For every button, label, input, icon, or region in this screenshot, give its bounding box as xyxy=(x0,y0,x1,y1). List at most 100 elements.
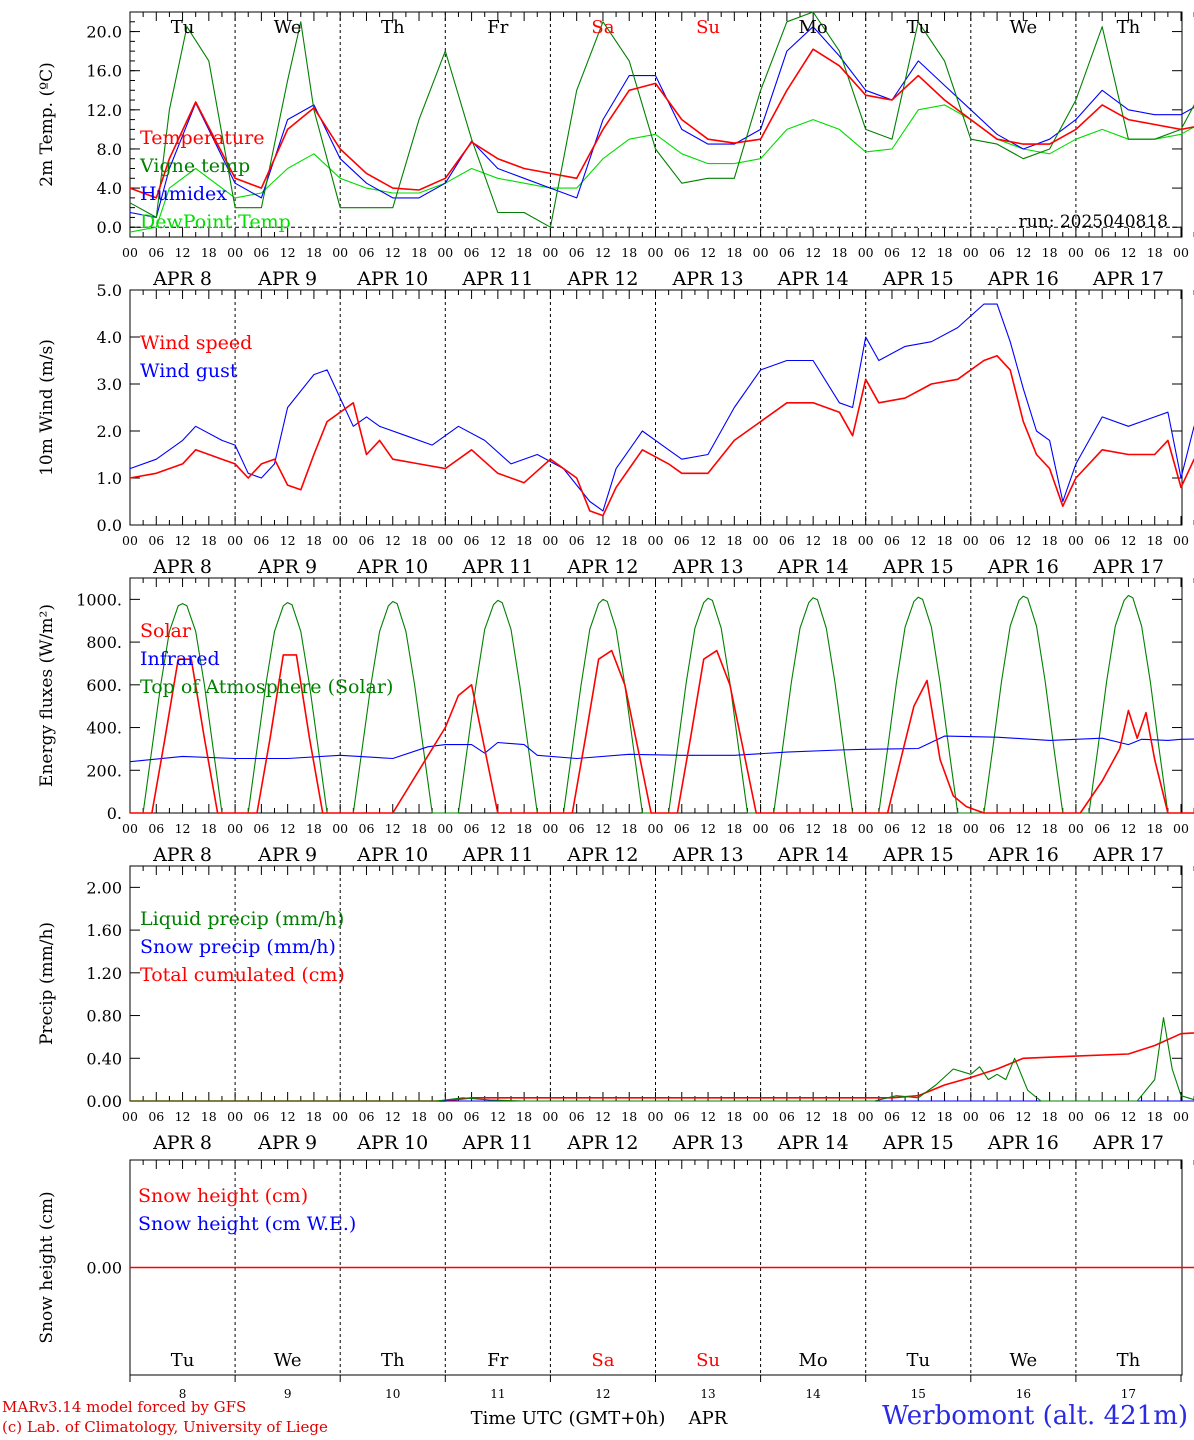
panel2-hour-label: 06 xyxy=(1094,533,1110,548)
panel4-ytick-label: 1.60 xyxy=(86,921,122,940)
panel3-hour-label: 06 xyxy=(884,821,900,836)
panel4-hour-label: 18 xyxy=(516,1109,532,1124)
dow-label-bottom: Tu xyxy=(171,1350,195,1371)
panel1-hour-label: 00 xyxy=(648,245,664,260)
x-axis-label: Time UTC (GMT+0h) xyxy=(471,1408,666,1429)
panel1-hour-label: 06 xyxy=(569,245,585,260)
panel2-legend-item: Wind speed xyxy=(140,332,252,354)
panel3-hour-label: 00 xyxy=(858,821,874,836)
panel4-hour-label: 18 xyxy=(1042,1109,1058,1124)
panel1-ytick-label: 0.0 xyxy=(97,218,122,237)
panel2-hour-label: 12 xyxy=(1120,533,1136,548)
panel4-hour-label: 00 xyxy=(437,1109,453,1124)
panel1-hour-label: 06 xyxy=(1094,245,1110,260)
panel3-hour-label: 06 xyxy=(253,821,269,836)
panel4-hour-label: 00 xyxy=(1068,1109,1084,1124)
panel4-hour-label: 00 xyxy=(542,1109,558,1124)
panel1-hour-label: 06 xyxy=(779,245,795,260)
panel3-date-label: APR 11 xyxy=(461,844,533,866)
panel1-ytick-label: 12.0 xyxy=(86,101,122,120)
dow-label-bottom: Fr xyxy=(487,1350,508,1371)
panel1-series-humidex xyxy=(129,26,1194,218)
panel1-hour-label: 06 xyxy=(989,245,1005,260)
panel5-legend-item: Snow height (cm W.E.) xyxy=(138,1213,356,1235)
panel4-date-label: APR 13 xyxy=(672,1132,744,1154)
panel3-ytick-label: 400. xyxy=(86,719,122,738)
panel1-date-label: APR 17 xyxy=(1092,268,1164,290)
dow-label-top: Mo xyxy=(799,17,828,38)
panel3-series-top-of-atmosphere-solar- xyxy=(130,594,1194,814)
panel3-hour-label: 12 xyxy=(385,821,401,836)
panel2-hour-label: 18 xyxy=(516,533,532,548)
panel1-hour-label: 12 xyxy=(1120,245,1136,260)
panel3-ytick-label: 1000. xyxy=(76,590,122,609)
panel2-hour-label: 00 xyxy=(332,533,348,548)
panel4-date-label: APR 17 xyxy=(1092,1132,1164,1154)
panel1-hour-label: 00 xyxy=(332,245,348,260)
panel3-ytick-label: 800. xyxy=(86,633,122,652)
panel4-hour-label: 12 xyxy=(280,1109,296,1124)
panel1-hour-label: 06 xyxy=(253,245,269,260)
panel2-hour-label: 00 xyxy=(122,533,138,548)
panel3-date-label: APR 16 xyxy=(987,844,1059,866)
day-number-label: 10 xyxy=(385,1387,400,1401)
panel1-hour-label: 12 xyxy=(910,245,926,260)
panel2-hour-label: 18 xyxy=(201,533,217,548)
panel2-hour-label: 12 xyxy=(910,533,926,548)
panel1-hour-label: 06 xyxy=(464,245,480,260)
panel3-legend-item: Solar xyxy=(140,620,192,642)
panel4-hour-label: 06 xyxy=(884,1109,900,1124)
panel2-hour-label: 00 xyxy=(1173,533,1189,548)
panel2-hour-label: 06 xyxy=(464,533,480,548)
panel2-hour-label: 00 xyxy=(1068,533,1084,548)
panel1-hour-label: 00 xyxy=(858,245,874,260)
panel3-hour-label: 12 xyxy=(700,821,716,836)
panel3-hour-label: 00 xyxy=(122,821,138,836)
panel4-hour-label: 12 xyxy=(175,1109,191,1124)
panel1-hour-label: 00 xyxy=(753,245,769,260)
panel3-series-infrared xyxy=(129,735,1194,763)
panel3-hour-label: 12 xyxy=(595,821,611,836)
panel2-date-label: APR 12 xyxy=(566,556,638,578)
panel5-ylabel: Snow height (cm) xyxy=(37,1191,57,1343)
panel4-series-liquid-precip-mm-h- xyxy=(130,1017,1194,1102)
panel1-legend-item: Humidex xyxy=(140,183,227,205)
panel1-ylabel: 2m Temp. (ºC) xyxy=(37,62,57,187)
panel2-date-label: APR 9 xyxy=(257,556,317,578)
panel3-series-solar xyxy=(130,649,1194,814)
panel2-date-label: APR 14 xyxy=(777,556,849,578)
panel1-hour-label: 18 xyxy=(937,245,953,260)
panel2-hour-label: 18 xyxy=(726,533,742,548)
panel4-date-label: APR 11 xyxy=(461,1132,533,1154)
panel4-ytick-label: 2.00 xyxy=(86,878,122,897)
dow-label-bottom: Mo xyxy=(799,1350,828,1371)
panel1-date-label: APR 8 xyxy=(152,268,212,290)
panel4-hour-label: 06 xyxy=(674,1109,690,1124)
panel2-hour-label: 06 xyxy=(253,533,269,548)
panel1-hour-label: 18 xyxy=(621,245,637,260)
panel2-date-label: APR 16 xyxy=(987,556,1059,578)
panel3-hour-label: 00 xyxy=(1173,821,1189,836)
panel4-hour-label: 06 xyxy=(989,1109,1005,1124)
panel4-hour-label: 18 xyxy=(306,1109,322,1124)
panel4-hour-label: 12 xyxy=(1120,1109,1136,1124)
panel4-hour-label: 12 xyxy=(385,1109,401,1124)
panel3-date-label: APR 13 xyxy=(672,844,744,866)
panel1-legend-item: DewPoint Temp xyxy=(140,211,291,233)
panel3-hour-label: 18 xyxy=(411,821,427,836)
panel4-date-label: APR 15 xyxy=(882,1132,954,1154)
panel2-hour-label: 18 xyxy=(621,533,637,548)
panel3-hour-label: 18 xyxy=(201,821,217,836)
panel3-hour-label: 00 xyxy=(963,821,979,836)
panel1-hour-label: 12 xyxy=(280,245,296,260)
x-axis-month: APR xyxy=(688,1408,728,1429)
panel2-hour-label: 18 xyxy=(831,533,847,548)
panel4-hour-label: 06 xyxy=(1094,1109,1110,1124)
dow-label-bottom: Th xyxy=(381,1350,405,1371)
panel1-hour-label: 06 xyxy=(359,245,375,260)
panel2-hour-label: 00 xyxy=(227,533,243,548)
panel4-hour-label: 06 xyxy=(359,1109,375,1124)
panel4-hour-label: 18 xyxy=(201,1109,217,1124)
dow-label-bottom: Su xyxy=(696,1350,720,1371)
